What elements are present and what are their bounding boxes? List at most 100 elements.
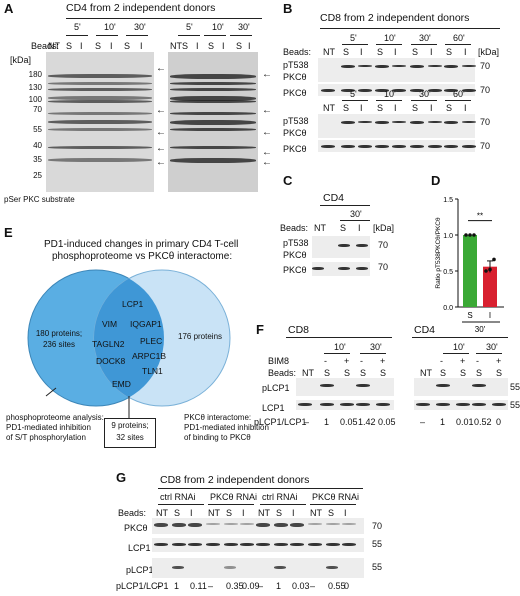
panel-g-band-pkc bbox=[154, 523, 168, 527]
panel-b-lane-label: I bbox=[464, 103, 467, 113]
panel-b-band-pkc bbox=[462, 89, 476, 92]
venn-protein-label: TAGLN2 bbox=[92, 339, 125, 349]
panel-g-band-plcp1 bbox=[326, 566, 338, 569]
panel-a-lane-label: S bbox=[95, 41, 102, 51]
panel-b-blot bbox=[318, 58, 475, 82]
panel-a-lane-label: I bbox=[140, 41, 143, 51]
panel-a-time-label: 10' bbox=[212, 22, 224, 32]
panel-c-band-pkc bbox=[338, 267, 350, 270]
venn-protein-label: PLEC bbox=[140, 336, 163, 346]
panel-g-band-pkc bbox=[172, 523, 186, 527]
panel-a-arrow: ← bbox=[262, 69, 272, 80]
panel-g-blot bbox=[152, 558, 364, 578]
panel-e-title-2: phosphoproteome vs PKCθ interactome: bbox=[52, 251, 233, 262]
panel-f-ratio-value: 0.01 bbox=[456, 417, 474, 427]
panel-g-group-label: PKCθ RNAi bbox=[210, 492, 258, 502]
panel-a-arrow: ← bbox=[156, 157, 166, 168]
panel-f-bead-label: S bbox=[496, 368, 503, 378]
panel-f-bead-label: S bbox=[460, 368, 467, 378]
panel-g-ratio-value: – bbox=[156, 581, 162, 591]
x-tick-label: I bbox=[489, 311, 491, 320]
panel-f-band-lcp1 bbox=[356, 403, 370, 406]
panel-a-band bbox=[170, 96, 256, 101]
panel-f-ratio-value: 0 bbox=[496, 417, 502, 427]
panel-g-band-lcp1 bbox=[342, 543, 356, 546]
panel-a-lane-label: I bbox=[248, 41, 251, 51]
panel-g-group-bar bbox=[260, 504, 306, 505]
panel-b-band-pt538 bbox=[428, 65, 442, 67]
panel-a-marker: 70 bbox=[33, 105, 42, 114]
panel-b-band-pt538 bbox=[392, 121, 406, 123]
data-point bbox=[468, 233, 472, 237]
panel-f-bim8-sign: - bbox=[324, 356, 327, 366]
panel-a-lane-label: S bbox=[236, 41, 243, 51]
y-tick-label: 1.0 bbox=[443, 233, 453, 240]
panel-g-lane-label: NT bbox=[258, 508, 270, 518]
panel-b-time-bar bbox=[342, 100, 368, 101]
venn-protein-label: EMD bbox=[112, 379, 131, 389]
panel-f-bead-label: S bbox=[360, 368, 367, 378]
panel-f-ratio-value: 0.52 bbox=[474, 417, 492, 427]
panel-f-ratio-value: 1.42 bbox=[358, 417, 376, 427]
panel-f-cd4-bar bbox=[412, 337, 508, 338]
panel-b-band-pkc bbox=[392, 145, 406, 148]
panel-a-time-label: 30' bbox=[238, 22, 250, 32]
panel-g-group-label: PKCθ RNAi bbox=[312, 492, 360, 502]
panel-b-time-bar bbox=[342, 44, 368, 45]
panel-g-band-plcp1 bbox=[172, 566, 184, 569]
panel-g-ratio-value: 1 bbox=[276, 581, 282, 591]
panel-f-ratio-value: 1 bbox=[324, 417, 330, 427]
panel-f-ratio-value: 1 bbox=[440, 417, 446, 427]
panel-f-ratio-value: – bbox=[420, 417, 426, 427]
panel-b-band-pkc bbox=[375, 89, 389, 92]
panel-b-time-label: 10' bbox=[384, 89, 396, 99]
panel-f-bim8-sign: + bbox=[460, 356, 466, 366]
panel-b-row-pt538: pT538 bbox=[283, 60, 309, 70]
panel-b-row-pkc2: PKCθ bbox=[283, 88, 307, 98]
panel-g-ratio-value: 0.03 bbox=[292, 581, 310, 591]
panel-f-time-bar bbox=[360, 353, 386, 354]
panel-f-cd8-label: CD8 bbox=[288, 324, 310, 336]
panel-g-ratio-value: – bbox=[310, 581, 316, 591]
panel-g-marker: 55 bbox=[372, 562, 383, 572]
panel-f-ratio-value: – bbox=[304, 417, 310, 427]
panel-g-lane-label: S bbox=[174, 508, 181, 518]
panel-f-band-plcp1 bbox=[320, 384, 334, 387]
panel-f-bead-label: NT bbox=[302, 368, 314, 378]
data-point bbox=[464, 233, 468, 237]
panel-b-band-pkc bbox=[444, 89, 458, 92]
panel-b-band-pt538 bbox=[358, 121, 372, 123]
panel-b-band-pkc bbox=[444, 145, 458, 148]
panel-f-band-plcp1 bbox=[472, 384, 486, 387]
panel-a-marker: 25 bbox=[33, 171, 42, 180]
panel-g-band-lcp1 bbox=[290, 543, 304, 546]
panel-b-lane-label: S bbox=[343, 47, 350, 57]
panel-f-ratio-label: pLCP1/LCP1 bbox=[254, 417, 307, 427]
panel-d-letter: D bbox=[431, 173, 441, 188]
panel-b-time-label: 60' bbox=[453, 89, 465, 99]
y-tick-label: 0.0 bbox=[443, 305, 453, 312]
panel-a-arrow: ← bbox=[156, 143, 166, 154]
panel-g-row-plcp1: pLCP1 bbox=[126, 565, 154, 575]
panel-b-lane-label: S bbox=[446, 103, 453, 113]
panel-f-cd4-label: CD4 bbox=[414, 324, 436, 336]
panel-g-marker: 55 bbox=[372, 539, 383, 549]
panel-f-time-bar bbox=[476, 353, 502, 354]
panel-e-letter: E bbox=[4, 225, 13, 240]
panel-f-beads-label: Beads: bbox=[268, 368, 297, 378]
panel-e-title-1: PD1-induced changes in primary CD4 T-cel… bbox=[44, 239, 239, 250]
panel-c-band-pkc bbox=[356, 267, 368, 270]
data-point bbox=[472, 233, 476, 237]
panel-g-ratio-value: 0 bbox=[344, 581, 350, 591]
panel-a-arrow: ← bbox=[156, 127, 166, 138]
panel-g-ratio-value: 0.11 bbox=[190, 581, 207, 591]
panel-g-ratio-value: – bbox=[258, 581, 264, 591]
panel-a-lane-label: NT bbox=[48, 41, 60, 51]
panel-a-time-bar bbox=[96, 35, 118, 36]
venn-protein-label: DOCK8 bbox=[96, 356, 126, 366]
panel-b-band-pt538 bbox=[341, 65, 355, 68]
panel-f-time-label: 30' bbox=[370, 342, 382, 352]
venn-right-count: 176 proteins bbox=[178, 332, 223, 341]
panel-a-band bbox=[48, 82, 152, 85]
panel-f-bim8-sign: - bbox=[440, 356, 443, 366]
